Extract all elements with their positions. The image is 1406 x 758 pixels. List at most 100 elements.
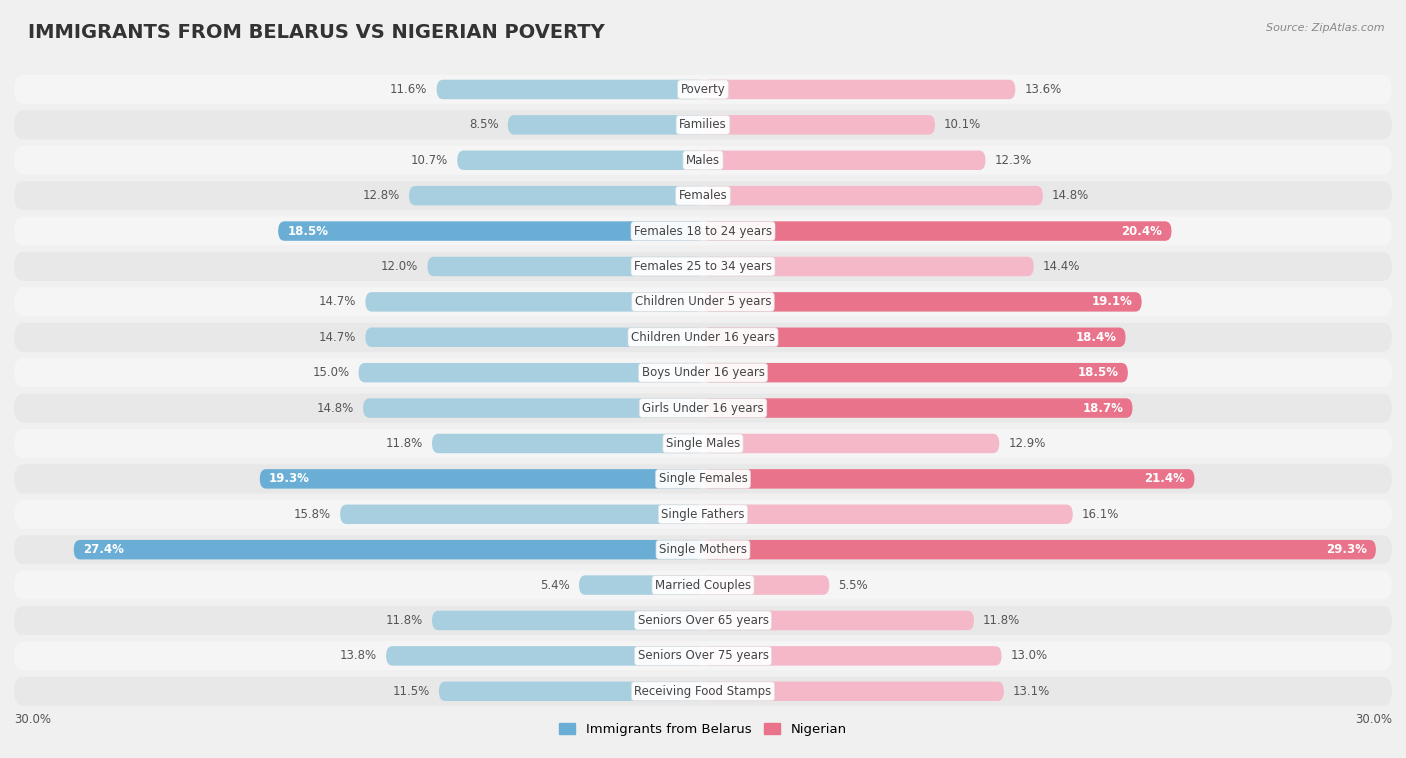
- Text: 18.5%: 18.5%: [287, 224, 329, 237]
- FancyBboxPatch shape: [14, 393, 1392, 423]
- Text: 11.8%: 11.8%: [385, 437, 423, 450]
- FancyBboxPatch shape: [14, 323, 1392, 352]
- FancyBboxPatch shape: [437, 80, 703, 99]
- FancyBboxPatch shape: [409, 186, 703, 205]
- Text: 10.1%: 10.1%: [945, 118, 981, 131]
- Text: Single Fathers: Single Fathers: [661, 508, 745, 521]
- FancyBboxPatch shape: [14, 429, 1392, 458]
- Text: Females 25 to 34 years: Females 25 to 34 years: [634, 260, 772, 273]
- Text: 14.8%: 14.8%: [1052, 190, 1090, 202]
- FancyBboxPatch shape: [703, 186, 1043, 205]
- Text: 12.0%: 12.0%: [381, 260, 418, 273]
- Text: 13.8%: 13.8%: [340, 650, 377, 662]
- FancyBboxPatch shape: [432, 611, 703, 630]
- FancyBboxPatch shape: [427, 257, 703, 276]
- FancyBboxPatch shape: [14, 465, 1392, 493]
- Text: Seniors Over 75 years: Seniors Over 75 years: [637, 650, 769, 662]
- Text: 18.4%: 18.4%: [1076, 330, 1116, 344]
- Text: 14.7%: 14.7%: [319, 330, 356, 344]
- FancyBboxPatch shape: [14, 181, 1392, 210]
- FancyBboxPatch shape: [260, 469, 703, 489]
- FancyBboxPatch shape: [14, 535, 1392, 564]
- Text: 18.7%: 18.7%: [1083, 402, 1123, 415]
- FancyBboxPatch shape: [363, 399, 703, 418]
- FancyBboxPatch shape: [387, 646, 703, 666]
- Text: 18.5%: 18.5%: [1077, 366, 1119, 379]
- Text: Seniors Over 65 years: Seniors Over 65 years: [637, 614, 769, 627]
- Text: 29.3%: 29.3%: [1326, 543, 1367, 556]
- Text: 19.1%: 19.1%: [1091, 296, 1132, 309]
- FancyBboxPatch shape: [14, 359, 1392, 387]
- Text: 20.4%: 20.4%: [1122, 224, 1163, 237]
- Text: Families: Families: [679, 118, 727, 131]
- FancyBboxPatch shape: [457, 151, 703, 170]
- Text: 10.7%: 10.7%: [411, 154, 449, 167]
- FancyBboxPatch shape: [703, 327, 1126, 347]
- FancyBboxPatch shape: [14, 146, 1392, 175]
- Text: 14.8%: 14.8%: [316, 402, 354, 415]
- FancyBboxPatch shape: [14, 500, 1392, 529]
- Text: 15.0%: 15.0%: [312, 366, 349, 379]
- FancyBboxPatch shape: [359, 363, 703, 382]
- FancyBboxPatch shape: [366, 292, 703, 312]
- FancyBboxPatch shape: [14, 677, 1392, 706]
- Text: 13.1%: 13.1%: [1012, 684, 1050, 698]
- FancyBboxPatch shape: [14, 641, 1392, 670]
- FancyBboxPatch shape: [703, 257, 1033, 276]
- Text: 30.0%: 30.0%: [14, 713, 51, 726]
- Text: 21.4%: 21.4%: [1144, 472, 1185, 485]
- FancyBboxPatch shape: [703, 292, 1142, 312]
- FancyBboxPatch shape: [14, 75, 1392, 104]
- FancyBboxPatch shape: [703, 434, 1000, 453]
- Text: 5.5%: 5.5%: [838, 578, 868, 591]
- FancyBboxPatch shape: [14, 606, 1392, 635]
- FancyBboxPatch shape: [703, 505, 1073, 524]
- FancyBboxPatch shape: [703, 363, 1128, 382]
- Text: 5.4%: 5.4%: [540, 578, 569, 591]
- Text: Females 18 to 24 years: Females 18 to 24 years: [634, 224, 772, 237]
- Text: Single Females: Single Females: [658, 472, 748, 485]
- Text: Females: Females: [679, 190, 727, 202]
- Text: 11.6%: 11.6%: [389, 83, 427, 96]
- Text: 30.0%: 30.0%: [1355, 713, 1392, 726]
- FancyBboxPatch shape: [703, 681, 1004, 701]
- Text: Children Under 5 years: Children Under 5 years: [634, 296, 772, 309]
- FancyBboxPatch shape: [703, 399, 1132, 418]
- Text: Boys Under 16 years: Boys Under 16 years: [641, 366, 765, 379]
- Text: Children Under 16 years: Children Under 16 years: [631, 330, 775, 344]
- Text: Single Males: Single Males: [666, 437, 740, 450]
- Text: Poverty: Poverty: [681, 83, 725, 96]
- FancyBboxPatch shape: [703, 115, 935, 135]
- FancyBboxPatch shape: [14, 571, 1392, 600]
- FancyBboxPatch shape: [703, 575, 830, 595]
- FancyBboxPatch shape: [432, 434, 703, 453]
- Text: Receiving Food Stamps: Receiving Food Stamps: [634, 684, 772, 698]
- FancyBboxPatch shape: [14, 217, 1392, 246]
- FancyBboxPatch shape: [278, 221, 703, 241]
- Text: 16.1%: 16.1%: [1083, 508, 1119, 521]
- FancyBboxPatch shape: [340, 505, 703, 524]
- FancyBboxPatch shape: [14, 252, 1392, 281]
- Text: Girls Under 16 years: Girls Under 16 years: [643, 402, 763, 415]
- Text: Married Couples: Married Couples: [655, 578, 751, 591]
- Text: Single Mothers: Single Mothers: [659, 543, 747, 556]
- FancyBboxPatch shape: [508, 115, 703, 135]
- Legend: Immigrants from Belarus, Nigerian: Immigrants from Belarus, Nigerian: [554, 718, 852, 741]
- Text: 12.9%: 12.9%: [1008, 437, 1046, 450]
- Text: 11.8%: 11.8%: [385, 614, 423, 627]
- Text: 8.5%: 8.5%: [470, 118, 499, 131]
- FancyBboxPatch shape: [703, 469, 1195, 489]
- Text: 11.8%: 11.8%: [983, 614, 1021, 627]
- Text: 15.8%: 15.8%: [294, 508, 330, 521]
- FancyBboxPatch shape: [703, 151, 986, 170]
- FancyBboxPatch shape: [703, 646, 1001, 666]
- Text: 19.3%: 19.3%: [269, 472, 309, 485]
- FancyBboxPatch shape: [703, 221, 1171, 241]
- FancyBboxPatch shape: [703, 80, 1015, 99]
- FancyBboxPatch shape: [14, 287, 1392, 316]
- Text: Source: ZipAtlas.com: Source: ZipAtlas.com: [1267, 23, 1385, 33]
- Text: 14.7%: 14.7%: [319, 296, 356, 309]
- Text: Males: Males: [686, 154, 720, 167]
- Text: 27.4%: 27.4%: [83, 543, 124, 556]
- Text: 12.8%: 12.8%: [363, 190, 399, 202]
